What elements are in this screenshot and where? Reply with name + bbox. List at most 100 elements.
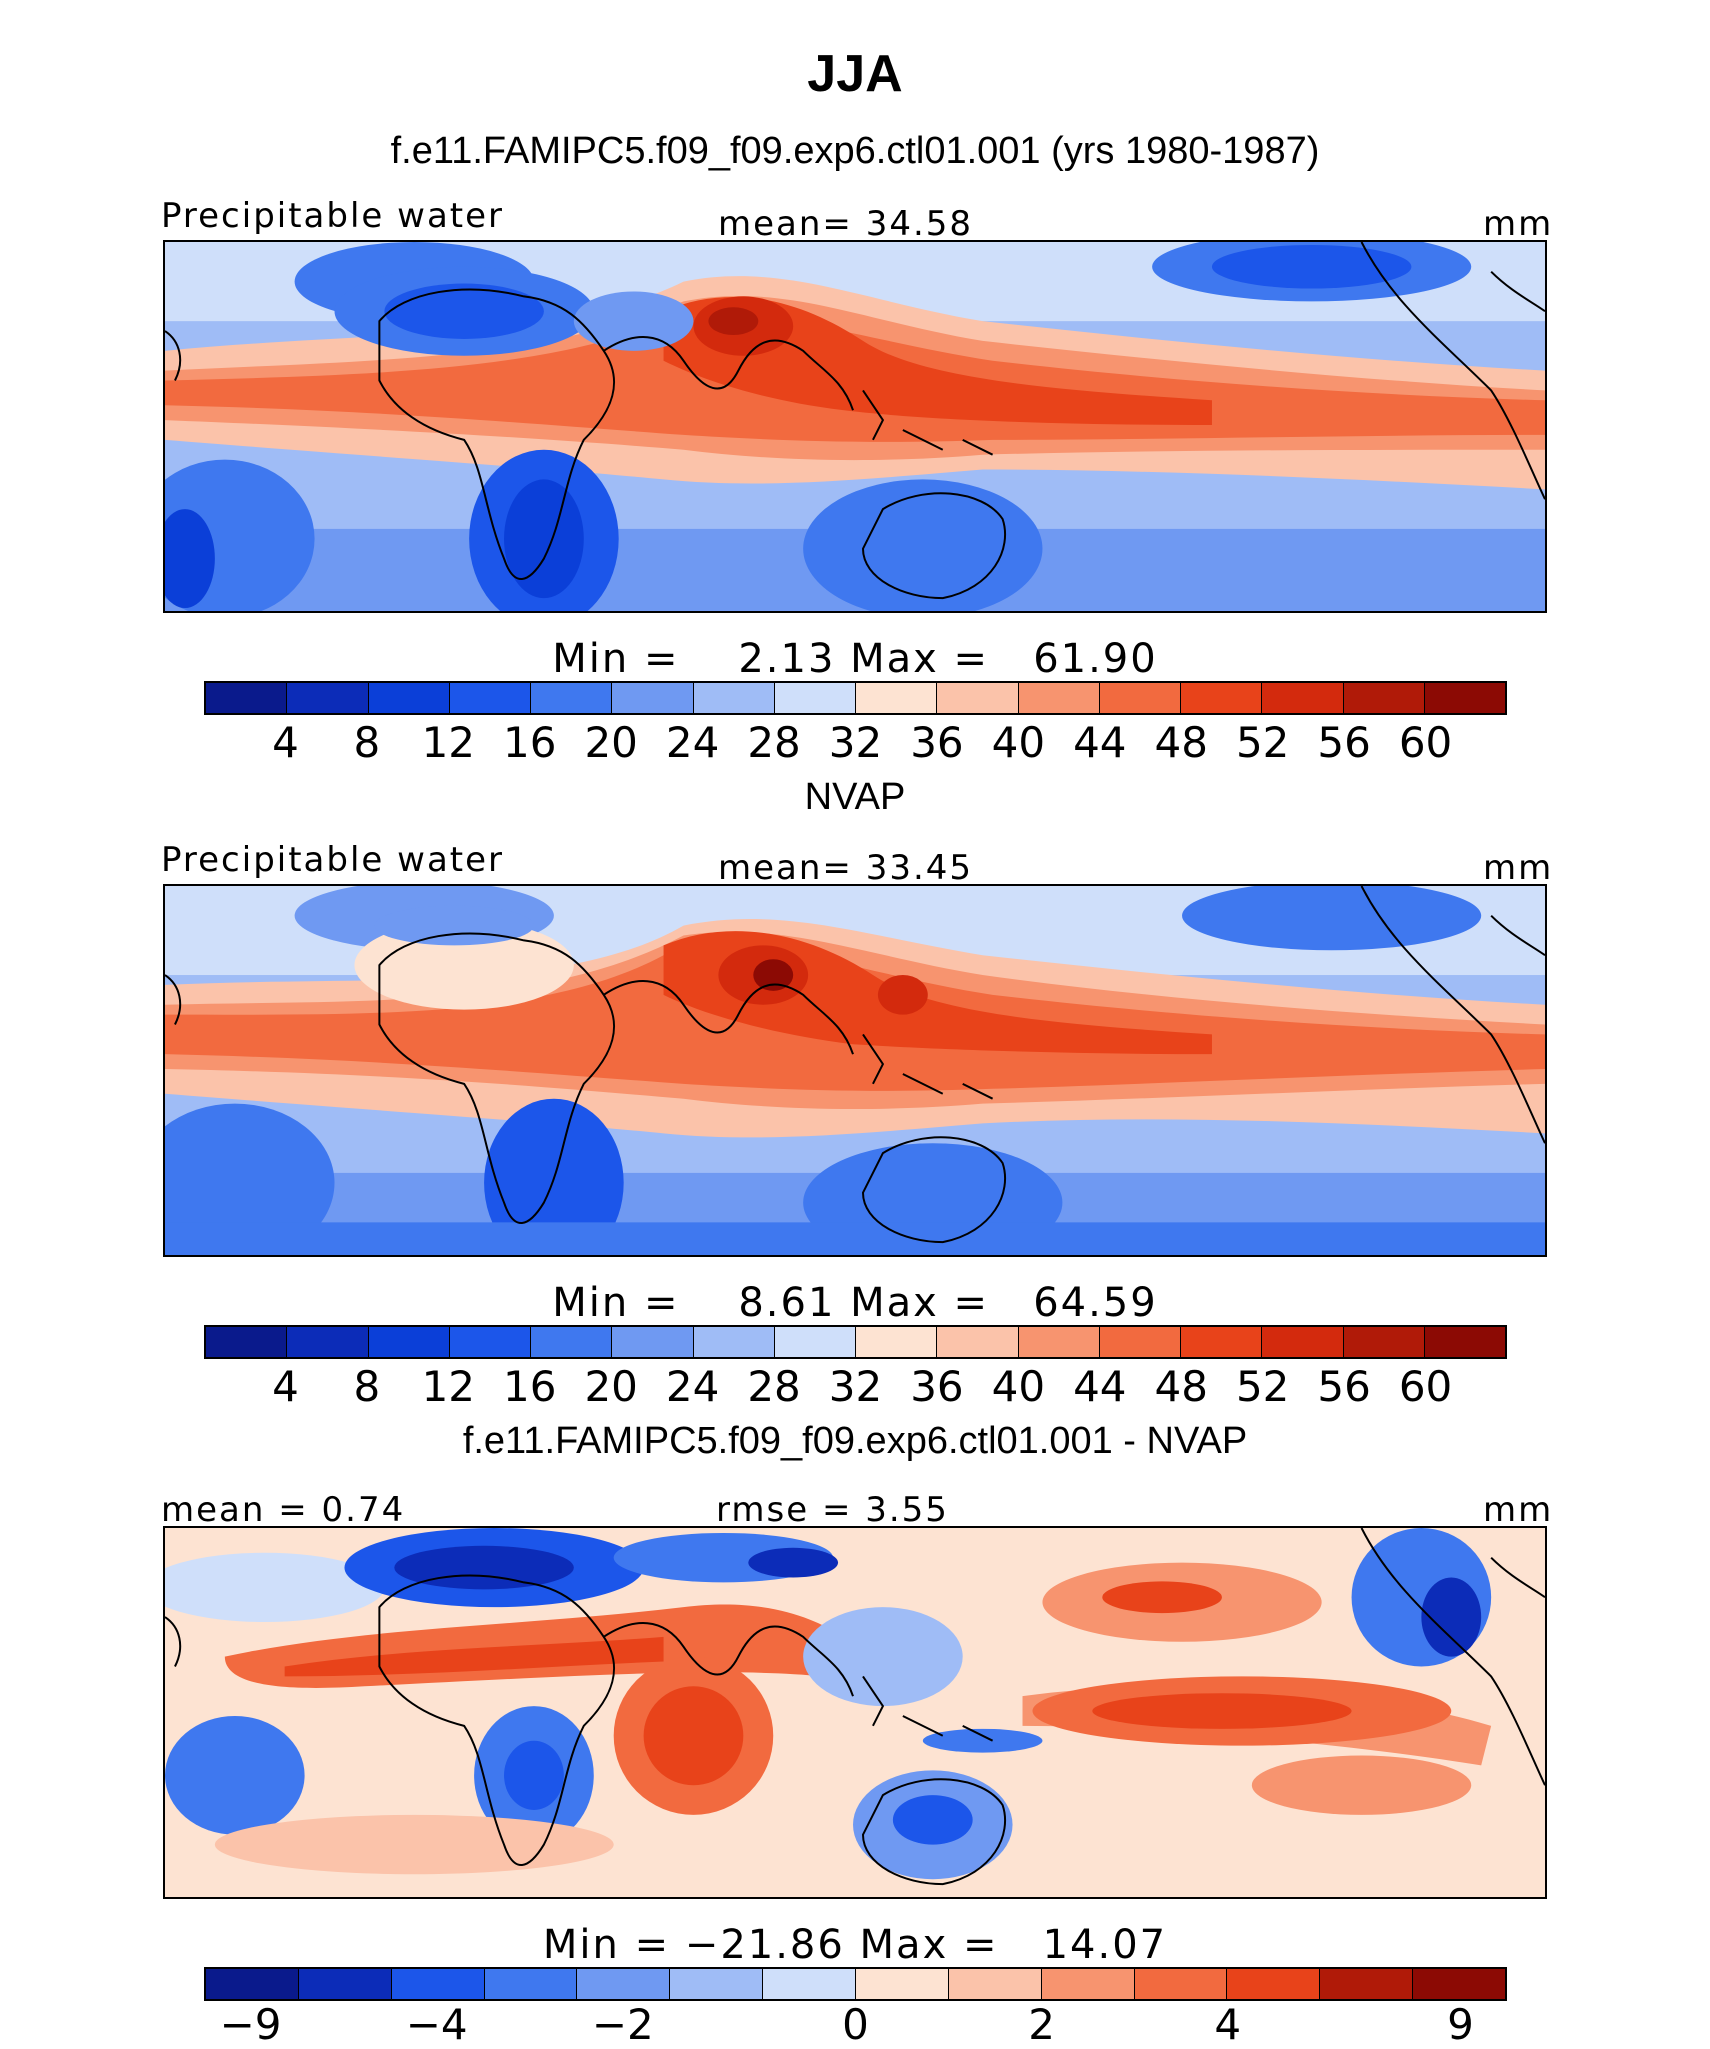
colorbar-tick-label: 36 — [910, 1362, 964, 1411]
minmax-label-model: Min = 2.13 Max = 61.90 — [552, 636, 1158, 682]
colorbar-tick-label: 52 — [1235, 718, 1290, 767]
colorbar-tick-label: 9 — [1447, 2000, 1474, 2049]
colorbar-swatch — [774, 1327, 856, 1357]
panel-title-model: f.e11.FAMIPC5.f09_f09.exp6.ctl01.001 (yr… — [390, 130, 1320, 172]
colorbar-tick-label: 28 — [747, 718, 801, 767]
precipitable-water-map-obs — [165, 886, 1545, 1255]
colorbar-tick-label: 56 — [1317, 1362, 1371, 1411]
colorbar-tick-label: 8 — [353, 718, 381, 767]
mean-label-diff: mean = 0.74 — [161, 1490, 406, 1530]
colorbar-swatch — [1424, 683, 1505, 713]
colorbar-swatch — [1227, 1969, 1321, 1999]
colorbar-tick-label: 36 — [910, 718, 964, 767]
colorbar-swatch — [449, 683, 531, 713]
colorbar-tick-label: 44 — [1073, 1362, 1127, 1411]
units-label: mm — [1483, 848, 1554, 888]
variable-label: Precipitable water — [161, 840, 505, 880]
colorbar-tick-label: 52 — [1235, 1362, 1290, 1411]
colorbar-swatch — [763, 1969, 857, 1999]
colorbar-swatch — [206, 683, 288, 713]
colorbar-tick-label: 60 — [1398, 718, 1453, 767]
rmse-label: rmse = 3.55 — [716, 1490, 949, 1530]
colorbar-swatch — [948, 1969, 1042, 1999]
colorbar-swatch — [484, 1969, 578, 1999]
map-diff — [163, 1526, 1547, 1899]
colorbar-swatch — [1320, 1969, 1414, 1999]
colorbar-swatch — [1018, 683, 1100, 713]
colorbar-swatch — [577, 1969, 671, 1999]
colorbar-tick-label: 56 — [1317, 718, 1371, 767]
colorbar-tick-label: 4 — [272, 1362, 299, 1411]
colorbar-tick-label: 0 — [842, 2000, 869, 2049]
colorbar-swatch — [1343, 1327, 1425, 1357]
colorbar-swatch — [368, 683, 450, 713]
colorbar-tick-label: −4 — [405, 2000, 468, 2049]
colorbar-swatch — [670, 1969, 764, 1999]
colorbar-tick-label: 44 — [1073, 718, 1127, 767]
precipitable-water-diff-map — [165, 1528, 1545, 1897]
colorbar-tick-label: 28 — [747, 1362, 801, 1411]
colorbar-tick-label: −9 — [219, 2000, 282, 2049]
colorbar-tick-label: −2 — [591, 2000, 654, 2049]
precipitable-water-map-model — [165, 242, 1545, 611]
colorbar-swatch — [1099, 1327, 1181, 1357]
colorbar-swatch — [937, 683, 1019, 713]
colorbar-ticks-obs: 4 8 12 16 20 24 28 32 36 40 44 48 52 56 60 — [204, 1362, 1507, 1411]
colorbar-swatch — [1041, 1969, 1135, 1999]
colorbar-swatch — [368, 1327, 450, 1357]
colorbar-swatch — [856, 1327, 938, 1357]
colorbar-swatch — [206, 1327, 288, 1357]
colorbar-swatch — [206, 1969, 299, 1999]
colorbar-swatch — [287, 683, 369, 713]
panel-title-diff: f.e11.FAMIPC5.f09_f09.exp6.ctl01.001 - N… — [462, 1420, 1248, 1462]
units-label: mm — [1483, 1490, 1554, 1530]
colorbar-swatch — [1018, 1327, 1100, 1357]
colorbar-diff — [204, 1967, 1507, 2001]
colorbar-swatch — [1262, 1327, 1344, 1357]
colorbar-swatch — [693, 1327, 775, 1357]
colorbar-tick-label: 32 — [828, 1362, 883, 1411]
map-model — [163, 240, 1547, 613]
colorbar-model — [204, 681, 1507, 715]
map-obs — [163, 884, 1547, 1257]
colorbar-tick-label: 24 — [665, 718, 720, 767]
colorbar-tick-label: 48 — [1154, 718, 1208, 767]
colorbar-swatch — [1343, 683, 1425, 713]
colorbar-swatch — [531, 1327, 613, 1357]
colorbar-ticks-model: 4 8 12 16 20 24 28 32 36 40 44 48 52 56 60 — [204, 718, 1507, 767]
colorbar-swatch — [856, 683, 938, 713]
minmax-label-diff: Min = −21.86 Max = 14.07 — [542, 1922, 1168, 1968]
colorbar-tick-label: 8 — [353, 1362, 381, 1411]
mean-label: mean= 34.58 — [718, 204, 974, 244]
colorbar-tick-label: 40 — [991, 718, 1046, 767]
figure-title: JJA — [807, 45, 903, 103]
colorbar-swatch — [774, 683, 856, 713]
colorbar-tick-label: 16 — [503, 1362, 557, 1411]
colorbar-swatch — [1424, 1327, 1505, 1357]
colorbar-tick-label: 2 — [1028, 2000, 1056, 2049]
colorbar-obs — [204, 1325, 1507, 1359]
minmax-label-obs: Min = 8.61 Max = 64.59 — [552, 1280, 1158, 1326]
variable-label: Precipitable water — [161, 196, 505, 236]
colorbar-tick-label: 60 — [1398, 1362, 1453, 1411]
colorbar-swatch — [1134, 1969, 1228, 1999]
panel-title-obs: NVAP — [804, 776, 906, 818]
colorbar-swatch — [693, 683, 775, 713]
mean-label: mean= 33.45 — [718, 848, 974, 888]
colorbar-tick-label: 48 — [1154, 1362, 1208, 1411]
colorbar-swatch — [612, 1327, 694, 1357]
colorbar-tick-label: 24 — [665, 1362, 720, 1411]
colorbar-swatch — [1181, 683, 1263, 713]
colorbar-tick-label: 16 — [503, 718, 557, 767]
colorbar-tick-label: 12 — [421, 1362, 476, 1411]
colorbar-tick-label: 4 — [272, 718, 299, 767]
colorbar-swatch — [391, 1969, 485, 1999]
colorbar-ticks-diff: −9 −4 −2 0 2 4 9 — [204, 2000, 1507, 2049]
colorbar-swatch — [937, 1327, 1019, 1357]
colorbar-swatch — [612, 683, 694, 713]
colorbar-swatch — [1413, 1969, 1506, 1999]
colorbar-tick-label: 12 — [421, 718, 476, 767]
colorbar-swatch — [298, 1969, 392, 1999]
units-label: mm — [1483, 204, 1554, 244]
colorbar-swatch — [287, 1327, 369, 1357]
